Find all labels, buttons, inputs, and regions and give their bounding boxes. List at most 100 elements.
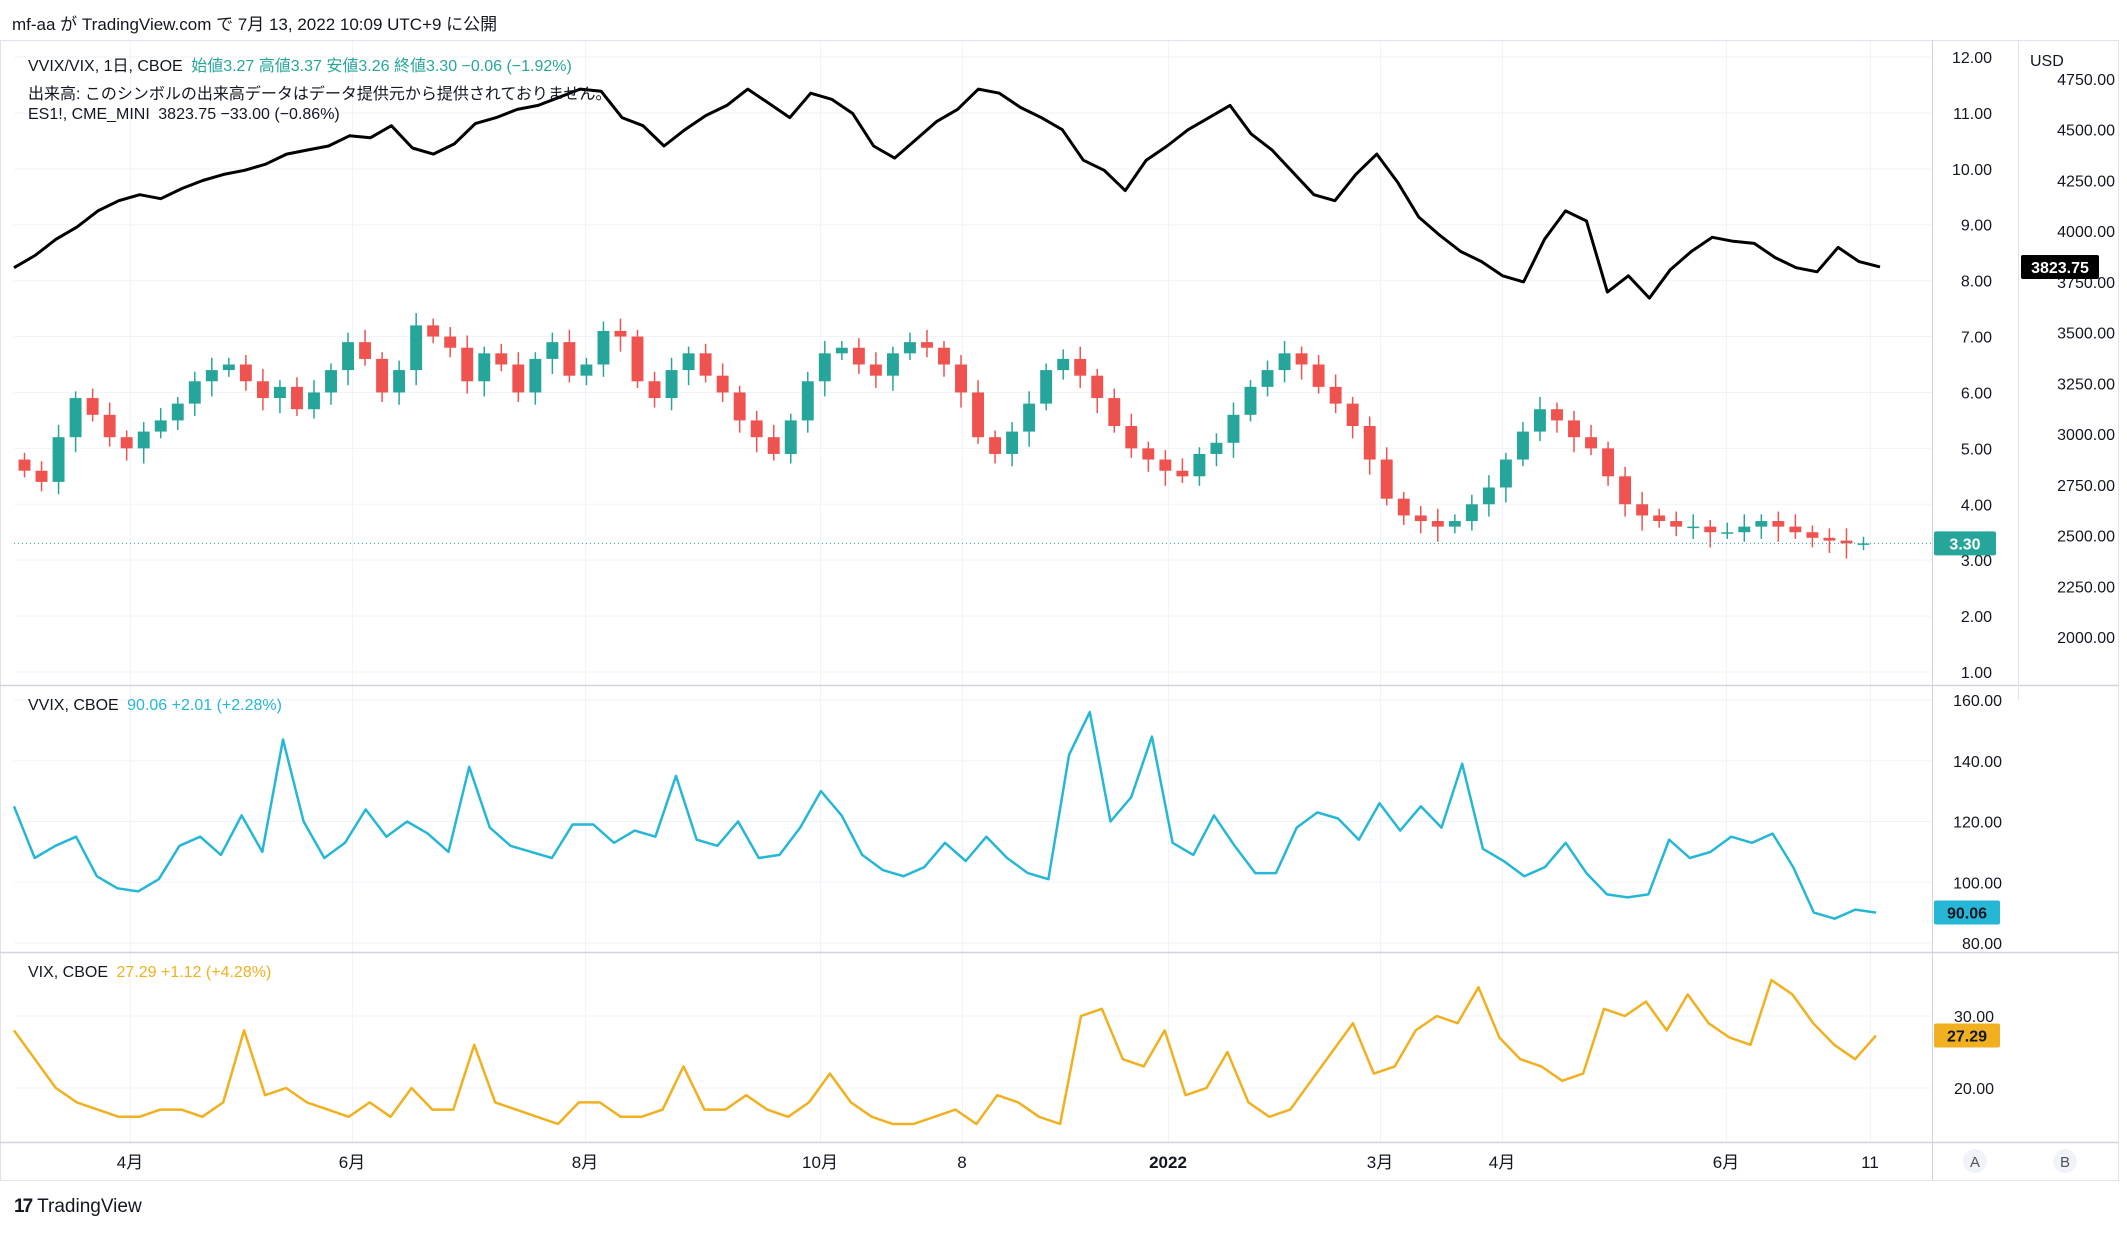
tradingview-brand: TradingView bbox=[37, 1196, 142, 1217]
ratio-candle-body bbox=[52, 437, 65, 482]
ratio-candle-body bbox=[1176, 470, 1189, 477]
es1-axis-tick-label: 4500.00 bbox=[2057, 123, 2115, 140]
ratio-candle-body bbox=[1857, 543, 1870, 545]
tradingview-logo-icon: 17 bbox=[14, 1196, 33, 1217]
legend-vvix-values: 90.06 +2.01 (+2.28%) bbox=[127, 697, 282, 714]
ratio-candle-body bbox=[1227, 414, 1240, 443]
ratio-candle-body bbox=[1568, 420, 1580, 438]
ratio-candle-body bbox=[1023, 403, 1036, 432]
ratio-candle-body bbox=[886, 353, 899, 376]
vix-axis-tick-label: 30.00 bbox=[1954, 1009, 1994, 1026]
legend-ratio-symbol: VVIX/VIX, 1日, CBOE bbox=[28, 58, 183, 75]
legend-ratio[interactable]: VVIX/VIX, 1日, CBOE 始値3.27 高値3.37 安値3.26 … bbox=[28, 52, 572, 76]
ratio-candle-body bbox=[171, 403, 184, 421]
ratio-candle-body bbox=[1074, 358, 1087, 376]
x-axis-tick-label: 6月 bbox=[1713, 1153, 1739, 1172]
ratio-axis-tick-label: 4.00 bbox=[1961, 497, 1992, 514]
ratio-axis-tick-label: 3.00 bbox=[1961, 553, 1992, 570]
ratio-candle-body bbox=[1602, 448, 1615, 477]
ratio-candle-body bbox=[767, 437, 780, 454]
ratio-candle-body bbox=[290, 386, 303, 410]
pane-separators bbox=[0, 40, 2119, 1181]
ratio-candle-body bbox=[35, 470, 48, 482]
ratio-candle-body bbox=[784, 420, 797, 454]
ratio-candle-body bbox=[1057, 358, 1070, 371]
ratio-candle-body bbox=[869, 364, 882, 376]
x-axis-tick-label: 3月 bbox=[1367, 1153, 1393, 1172]
legend-vix-symbol: VIX, CBOE bbox=[28, 964, 109, 981]
ratio-candle-body bbox=[1585, 437, 1598, 449]
ratio-candle-body bbox=[1823, 537, 1836, 541]
legend-vix[interactable]: VIX, CBOE 27.29 +1.12 (+4.28%) bbox=[28, 964, 271, 982]
es1-axis-tick-label: 4000.00 bbox=[2057, 224, 2115, 241]
ratio-axis-tick-label: 8.00 bbox=[1961, 274, 1992, 291]
ratio-candle-body bbox=[955, 364, 967, 393]
ratio-candles bbox=[14, 313, 1932, 559]
ratio-axis-tick-label: 11.00 bbox=[1953, 106, 1992, 123]
ratio-candle-body bbox=[1125, 426, 1138, 449]
x-axis-tick-label: 8 bbox=[957, 1153, 966, 1172]
x-axis-tick-label: 4月 bbox=[1489, 1153, 1515, 1172]
vix-pane bbox=[12, 978, 1877, 1126]
ratio-candle-body bbox=[852, 347, 865, 365]
ratio-axis-tick-label: 12.00 bbox=[1952, 50, 1992, 67]
legend-ratio-ohlc: 始値3.27 高値3.37 安値3.26 終値3.30 −0.06 (−1.92… bbox=[191, 58, 572, 75]
ratio-candle-body bbox=[256, 381, 269, 399]
ratio-candle-body bbox=[1244, 386, 1257, 415]
tradingview-logo[interactable]: 17 TradingView bbox=[14, 1196, 142, 1218]
ratio-candle-body bbox=[1806, 532, 1819, 538]
ratio-candle-body bbox=[716, 375, 729, 393]
ratio-candle-body bbox=[410, 325, 423, 371]
es1-axis-tick-label: 3250.00 bbox=[2057, 376, 2115, 393]
ratio-candle-body bbox=[733, 392, 746, 421]
ratio-candle-body bbox=[580, 364, 593, 376]
ratio-candle-body bbox=[648, 381, 661, 399]
ratio-candle-body bbox=[818, 353, 831, 382]
ratio-axis-tick-label: 5.00 bbox=[1961, 441, 1992, 458]
ratio-candle-body bbox=[1687, 526, 1700, 529]
ratio-candle-body bbox=[801, 381, 814, 421]
es1-axis-tick-label: 3500.00 bbox=[2057, 326, 2115, 343]
ratio-candle-body bbox=[1755, 521, 1768, 527]
scale-button-bg bbox=[1963, 1149, 1987, 1173]
ratio-axis-tick-label: 7.00 bbox=[1961, 330, 1992, 347]
ratio-candle-body bbox=[137, 431, 150, 449]
ratio-candle-body bbox=[1261, 370, 1274, 387]
ratio-candle-body bbox=[69, 398, 82, 438]
vix-axis-tick-label: 20.00 bbox=[1954, 1081, 1994, 1098]
ratio-candle-body bbox=[359, 342, 372, 359]
ratio-candle-body bbox=[1040, 370, 1053, 404]
vvix-axis-tick-label: 120.00 bbox=[1953, 815, 2002, 832]
vvix-pane bbox=[12, 710, 1877, 920]
es1-axis-tick-label: 3000.00 bbox=[2057, 427, 2115, 444]
ratio-candle-body bbox=[1414, 515, 1427, 522]
ratio-candle-body bbox=[529, 358, 542, 393]
scale-button-label: A bbox=[1970, 1154, 1980, 1171]
ratio-last-value-badge bbox=[1934, 531, 1996, 556]
ratio-candle-body bbox=[1397, 498, 1410, 516]
ratio-candle-body bbox=[1312, 364, 1325, 387]
ratio-candle-body bbox=[750, 420, 763, 438]
ratio-axis-tick-label: 6.00 bbox=[1961, 385, 1992, 402]
x-axis-tick-label: 8月 bbox=[572, 1153, 598, 1172]
ratio-candle-body bbox=[597, 330, 610, 365]
ratio-candle-body bbox=[205, 370, 218, 382]
legend-es1[interactable]: ES1!, CME_MINI 3823.75 −33.00 (−0.86%) bbox=[28, 106, 340, 124]
ratio-candle-body bbox=[427, 325, 440, 337]
ratio-axis-tick-label: 10.00 bbox=[1952, 162, 1992, 179]
ratio-candle-body bbox=[1210, 442, 1223, 454]
es1-line bbox=[13, 87, 1881, 300]
ratio-candle-body bbox=[546, 342, 559, 359]
es1-axis-tick-label: 4250.00 bbox=[2057, 173, 2115, 190]
grid-lines bbox=[14, 41, 1932, 1142]
ratio-candle-body bbox=[393, 370, 406, 393]
ratio-candle-body bbox=[989, 437, 1002, 454]
ratio-candle-body bbox=[1431, 521, 1444, 527]
price-badges: 3.30 3823.75 90.06 27.29 bbox=[1934, 254, 2099, 1048]
legend-vvix[interactable]: VVIX, CBOE 90.06 +2.01 (+2.28%) bbox=[28, 697, 282, 715]
vix-series-line bbox=[12, 978, 1877, 1126]
vvix-last-value-badge bbox=[1934, 900, 2000, 925]
ratio-candle-body bbox=[631, 336, 644, 382]
vix-last-value-text: 27.29 bbox=[1947, 1029, 1987, 1046]
